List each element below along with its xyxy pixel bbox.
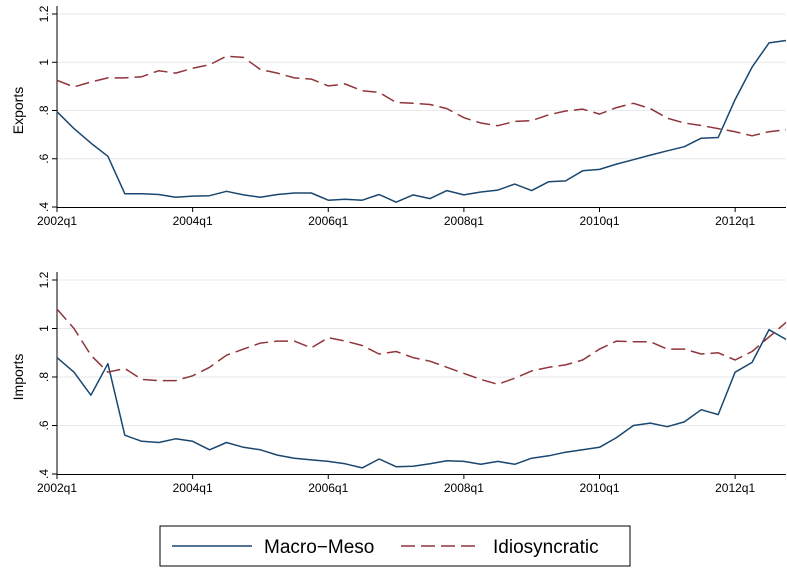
y-tick-label: 1.2 [37,5,51,22]
x-tick-label: 2012q1 [715,481,755,495]
x-tick-label: 2004q1 [173,214,213,228]
x-tick-label: 2010q1 [579,214,619,228]
legend-label-macro-meso: Macro−Meso [264,537,374,558]
x-tick-label: 2006q1 [308,481,348,495]
y-tick-label: 1 [37,325,51,332]
legend-label-idiosyncratic: Idiosyncratic [493,537,599,558]
series-line-idiosyncratic [56,55,787,137]
y-tick-label: 1 [37,59,51,66]
legend: Macro−Meso Idiosyncratic [159,525,631,567]
y-tick-label: .8 [37,372,51,382]
x-tick-label: 2008q1 [444,214,484,228]
x-tick-label: 2004q1 [173,481,213,495]
y-tick-label: .4 [37,469,51,479]
y-tick-label: .4 [37,202,51,212]
y-tick-label: 1.2 [37,271,51,288]
x-tick-label: 2006q1 [308,214,348,228]
series-line-macro-meso [56,39,787,203]
imports-panel: .4 .6 .8 1 1.2 2002q1 2004q1 2006q1 2008q1 2010q1… [10,271,787,495]
series-line-macro-meso [56,328,787,469]
y-axis-title: Imports [10,354,26,401]
x-tick-label: 2010q1 [579,481,619,495]
series-line-idiosyncratic [56,308,787,386]
exports-panel: .4 .6 .8 1 1.2 2002q1 2004q1 2006q1 2008q1 2010q1… [10,5,787,228]
y-axis-title: Exports [10,87,26,134]
x-tick-label: 2002q1 [37,214,77,228]
x-tick-label: 2002q1 [37,481,77,495]
x-tick-label: 2012q1 [715,214,755,228]
y-tick-label: .6 [37,420,51,430]
y-tick-label: .6 [37,153,51,163]
y-tick-label: .8 [37,105,51,115]
x-tick-label: 2008q1 [444,481,484,495]
